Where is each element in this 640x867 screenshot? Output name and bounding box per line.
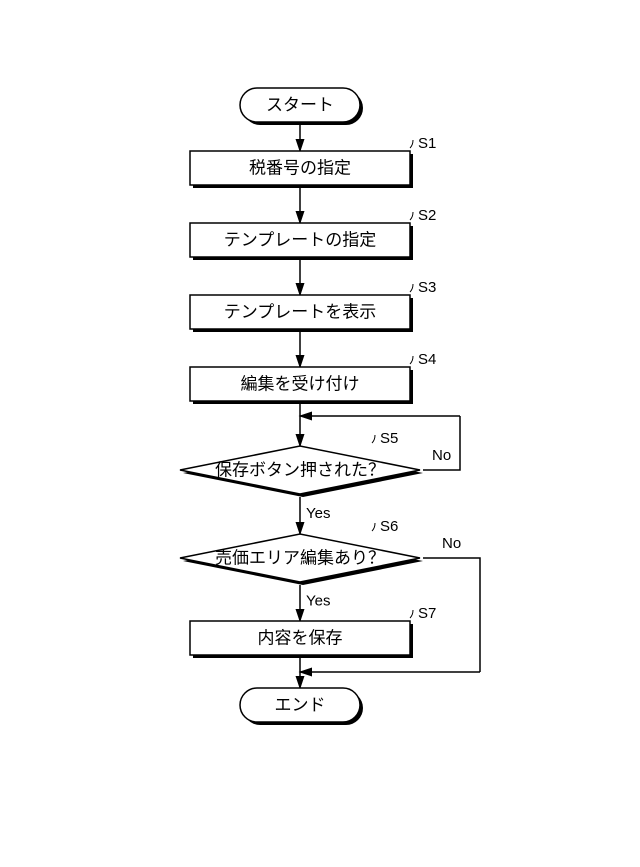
svg-text:テンプレートを表示: テンプレートを表示	[224, 302, 377, 321]
svg-text:S2: S2	[418, 207, 436, 224]
svg-text:Yes: Yes	[306, 505, 330, 522]
svg-text:売価エリア編集あり？: 売価エリア編集あり？	[215, 548, 385, 567]
svg-text:S1: S1	[418, 135, 436, 152]
flowchart-diagram: Yes Yes No No スタート税番号の指定 S1 テンプレートの指定 S2 テンプレートを…	[0, 0, 640, 867]
svg-text:No: No	[442, 535, 461, 552]
svg-text:内容を保存: 内容を保存	[258, 628, 343, 647]
svg-text:税番号の指定: 税番号の指定	[249, 158, 351, 177]
svg-text:スタート: スタート	[266, 95, 334, 114]
svg-text:エンド: エンド	[275, 695, 326, 714]
svg-text:S7: S7	[418, 605, 436, 622]
svg-text:S5: S5	[380, 430, 398, 447]
svg-text:Yes: Yes	[306, 592, 330, 609]
svg-text:編集を受け付け: 編集を受け付け	[241, 374, 360, 393]
svg-text:保存ボタン押された？: 保存ボタン押された？	[215, 460, 385, 479]
svg-text:S6: S6	[380, 518, 398, 535]
svg-text:テンプレートの指定: テンプレートの指定	[224, 230, 377, 249]
svg-text:S4: S4	[418, 351, 436, 368]
svg-text:No: No	[432, 447, 451, 464]
svg-text:S3: S3	[418, 279, 436, 296]
